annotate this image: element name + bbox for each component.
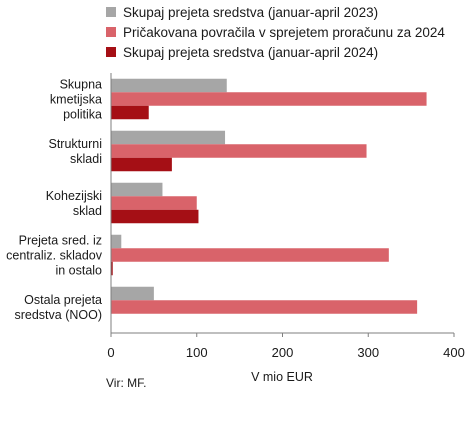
- bar-1-series-3: [111, 105, 149, 120]
- bar-3-series-2: [111, 196, 197, 210]
- x-tick-label-1: 0: [107, 345, 114, 360]
- legend-swatch-2023: [106, 7, 116, 17]
- bar-4-series-3: [111, 261, 113, 276]
- category-label-1: Skupna kmetijska politika: [50, 78, 102, 122]
- x-tick-label-3: 200: [272, 345, 294, 360]
- bar-5-series-2: [111, 300, 418, 314]
- legend-item-2024: Skupaj prejeta sredstva (januar-april 20…: [106, 42, 445, 62]
- x-tick-label-4: 300: [357, 345, 379, 360]
- category-label-4: Prejeta sred. iz centraliz. skladov in ost…: [6, 234, 103, 278]
- legend-label-2023: Skupaj prejeta sredstva (januar-april 20…: [123, 4, 379, 20]
- bar-2-series-1: [111, 130, 226, 145]
- bar-1-series-1: [111, 78, 227, 93]
- category-label-2: Strukturni skladi: [49, 137, 103, 166]
- legend-swatch-budget-2024: [106, 27, 116, 37]
- legend-label-2024: Skupaj prejeta sredstva (januar-april 20…: [123, 44, 379, 60]
- x-tick-label-2: 100: [186, 345, 208, 360]
- legend-label-budget-2024: Pričakovana povračila v sprejetem prorač…: [123, 24, 445, 40]
- bar-4-series-1: [111, 234, 122, 249]
- bar-3-series-3: [111, 209, 199, 224]
- legend-item-budget-2024: Pričakovana povračila v sprejetem prorač…: [106, 22, 445, 42]
- bar-1-series-2: [111, 92, 427, 106]
- x-axis-title: V mio EUR: [251, 370, 313, 384]
- category-label-3: Kohezijski sklad: [46, 189, 102, 218]
- legend-item-2023: Skupaj prejeta sredstva (januar-april 20…: [106, 2, 445, 22]
- source-note: Vir: MF.: [106, 376, 147, 390]
- bar-2-series-3: [111, 157, 172, 172]
- category-label-5: Ostala prejeta sredstva (NOO): [14, 293, 102, 322]
- bar-4-series-2: [111, 248, 389, 262]
- bar-3-series-1: [111, 182, 163, 197]
- x-tick-label-5: 400: [443, 345, 465, 360]
- legend-swatch-2024: [106, 47, 116, 57]
- bar-2-series-2: [111, 144, 367, 158]
- chart-legend: Skupaj prejeta sredstva (januar-april 20…: [106, 2, 445, 62]
- bar-5-series-1: [111, 286, 154, 301]
